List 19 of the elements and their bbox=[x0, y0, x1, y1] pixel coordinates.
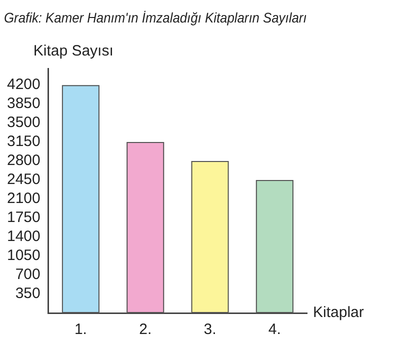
x-tick-label: 2. bbox=[139, 321, 152, 338]
chart-title: Grafik: Kamer Hanım'ın İmzaladığı Kitapların Sayıları bbox=[4, 10, 308, 26]
x-axis-title: Kitaplar bbox=[313, 304, 364, 322]
y-tick-label: 3500 bbox=[6, 114, 40, 132]
y-tick-label: 1750 bbox=[6, 209, 40, 226]
y-tick-label: 3150 bbox=[6, 133, 40, 150]
x-tick-label: 3. bbox=[204, 321, 216, 338]
y-tick-label: 700 bbox=[15, 266, 40, 284]
y-tick-label: 2100 bbox=[6, 190, 40, 208]
y-tick-label: 1050 bbox=[6, 247, 40, 264]
y-tick-label: 1400 bbox=[6, 228, 40, 246]
y-tick-label: 4200 bbox=[6, 76, 40, 94]
y-tick-label: 2800 bbox=[6, 152, 40, 170]
x-tick-label: 1. bbox=[74, 321, 87, 338]
x-tick-label: 4. bbox=[268, 321, 281, 338]
y-axis-title: Kitap Sayısı bbox=[33, 42, 114, 60]
y-tick-label: 2450 bbox=[6, 171, 40, 188]
y-tick-label: 3850 bbox=[6, 95, 40, 112]
y-tick-label: 350 bbox=[15, 285, 40, 302]
